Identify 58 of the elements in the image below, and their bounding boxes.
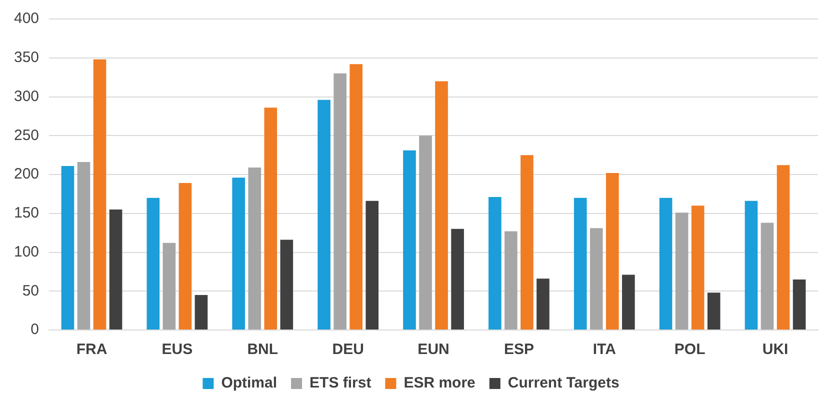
bar	[366, 200, 379, 330]
bar	[659, 198, 672, 330]
bar	[93, 59, 106, 330]
bar	[622, 274, 635, 330]
bar	[162, 242, 176, 330]
x-tick-label: ESP	[504, 341, 534, 358]
bar	[232, 178, 246, 330]
bar	[776, 165, 790, 330]
bar	[606, 172, 619, 330]
y-tick-label: 300	[14, 88, 40, 105]
legend-label: Optimal	[221, 374, 278, 392]
y-tick-label: 400	[14, 10, 40, 28]
x-tick-label: POL	[674, 341, 706, 358]
y-tick-label: 50	[22, 282, 40, 300]
bar	[350, 64, 362, 330]
bar	[419, 136, 432, 330]
y-tick-label: 150	[14, 204, 40, 222]
bar	[536, 278, 550, 330]
bar	[574, 198, 587, 330]
bar	[488, 197, 502, 330]
bar	[760, 222, 774, 330]
bar	[792, 279, 806, 330]
bar	[590, 228, 603, 330]
legend-label: ETS first	[310, 374, 372, 392]
x-tick-label: ITA	[592, 341, 616, 358]
legend-label: ESR more	[404, 374, 476, 392]
bar	[318, 100, 330, 330]
bar	[77, 162, 90, 330]
x-tick-label: EUN	[418, 341, 450, 358]
bar	[334, 73, 346, 330]
bar	[403, 150, 416, 330]
x-tick-label: DEU	[332, 341, 364, 358]
bar	[744, 200, 758, 330]
x-tick-label: BNL	[247, 341, 278, 358]
bar	[504, 231, 518, 330]
y-tick-label: 100	[14, 243, 40, 260]
bar	[707, 292, 720, 330]
y-tick-label: 200	[14, 166, 40, 183]
x-tick-label: FRA	[76, 341, 108, 358]
bar	[109, 209, 122, 330]
bar	[675, 212, 688, 330]
legend-label: Current Targets	[508, 374, 620, 392]
y-tick-label: 350	[14, 49, 40, 66]
bar	[264, 108, 278, 330]
x-tick-label: UKI	[762, 341, 788, 358]
bar	[520, 155, 534, 330]
y-tick-label: 250	[14, 126, 40, 144]
bar	[194, 295, 208, 330]
bar	[691, 206, 704, 330]
bar	[435, 81, 448, 330]
x-tick-label: EUS	[162, 341, 193, 358]
bar	[146, 198, 160, 330]
bar	[248, 168, 262, 330]
bar	[451, 228, 464, 330]
bar	[178, 183, 192, 330]
bar	[61, 166, 74, 330]
bar	[280, 240, 294, 330]
y-tick-label: 0	[30, 321, 40, 338]
